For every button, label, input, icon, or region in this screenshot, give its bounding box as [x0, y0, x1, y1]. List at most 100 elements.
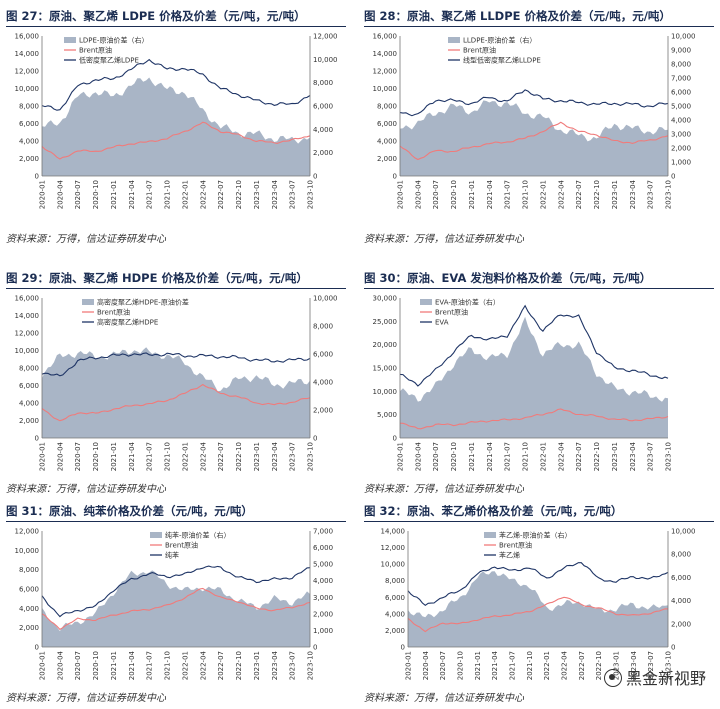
chart-styrene: 0 2,000 4,000 6,000 8,000 10,000 12,000 14,000 0…: [381, 528, 696, 681]
x-tick-label: 2022-01: [539, 180, 547, 209]
y-left-tick-label: 8,000: [385, 577, 405, 585]
y-left-tick-label: 2,000: [19, 417, 39, 425]
series-line-brent: [399, 408, 669, 430]
legend-label: LLDPE-原油价差（右）: [463, 36, 536, 45]
x-tick-label: 2022-01: [539, 442, 547, 471]
x-tick-label: 2020-04: [414, 441, 422, 471]
legend-label: 苯乙烯-原油价差（右）: [499, 531, 572, 540]
x-tick-label: 2021-07: [504, 442, 512, 471]
x-tick-label: 2022-10: [593, 442, 601, 471]
y-right-tick-label: 5,000: [671, 103, 691, 111]
y-right-tick-label: 6,000: [671, 574, 691, 582]
legend-label: 纯苯-原油价差（右）: [165, 531, 231, 540]
chart-eva: 0 5,000 10,000 15,000 20,000 25,000 30,000 2020…: [373, 295, 673, 472]
series-line-product: [41, 58, 311, 111]
y-left-tick-label: 8,000: [19, 566, 39, 574]
x-tick-label: 2023-10: [665, 442, 673, 471]
x-tick-label: 2022-04: [557, 179, 565, 209]
legend-label: 纯苯: [165, 551, 179, 560]
legend-swatch-area: [420, 299, 432, 305]
y-left-tick-label: 2,000: [19, 624, 39, 632]
x-tick-label: 2020-07: [439, 651, 447, 680]
y-left-tick-label: 0: [35, 435, 39, 443]
y-left-tick-label: 5,000: [377, 411, 397, 419]
x-tick-label: 2021-01: [468, 180, 476, 209]
y-right-tick-label: 6,000: [313, 544, 333, 552]
panel-title: 图 30：原油、EVA 发泡料价格及价差（元/吨，元/吨）: [364, 271, 652, 285]
series-line-product: [41, 352, 311, 377]
source-note: 资料来源：万得，信达证券研发中心: [364, 484, 524, 495]
x-tick-label: 2023-01: [613, 651, 621, 680]
panel-title: 图 29：原油、聚乙烯 HDPE 价格及价差（元/吨，元/吨）: [6, 271, 308, 285]
x-tick-label: 2022-04: [561, 650, 569, 680]
title-rule: [364, 288, 714, 289]
series-line-product: [407, 562, 669, 606]
y-right-tick-label: 6,000: [313, 351, 333, 359]
x-tick-label: 2023-01: [611, 180, 619, 209]
y-right-tick-label: 4,000: [313, 577, 333, 585]
legend-label: Brent原油: [499, 541, 532, 550]
x-tick-label: 2020-10: [450, 442, 458, 471]
x-tick-label: 2021-04: [128, 650, 136, 680]
y-left-tick-label: 6,000: [19, 586, 39, 594]
x-tick-label: 2021-01: [110, 651, 118, 680]
legend-swatch-area: [82, 299, 94, 305]
y-right-tick-label: 6,000: [313, 103, 333, 111]
x-tick-label: 2023-04: [629, 179, 637, 209]
y-left-tick-label: 8,000: [19, 103, 39, 111]
x-tick-label: 2021-04: [128, 441, 136, 471]
legend-label: Brent原油: [463, 46, 496, 55]
y-left-tick-label: 16,000: [15, 33, 40, 41]
wechat-icon: [603, 669, 622, 687]
y-right-tick-label: 4,000: [671, 597, 691, 605]
chart-ldpe: 0 2,000 4,000 6,000 8,000 10,000 12,000 14,000 1…: [15, 33, 338, 210]
x-tick-label: 2022-10: [595, 651, 603, 680]
y-left-tick-label: 8,000: [19, 365, 39, 373]
legend-label: 线型低密度聚乙烯LLDPE: [463, 56, 541, 65]
panel-title: 图 32：原油、苯乙烯价格及价差（元/吨，元/吨）: [364, 504, 623, 518]
series-area-spread: [42, 570, 310, 647]
x-tick-label: 2023-07: [289, 442, 297, 471]
x-tick-label: 2023-04: [629, 441, 637, 471]
y-right-tick-label: 7,000: [671, 75, 691, 83]
x-tick-label: 2023-01: [611, 442, 619, 471]
title-rule: [6, 26, 346, 27]
legend-label: Brent原油: [435, 308, 468, 317]
series-line-product: [399, 89, 669, 117]
y-left-tick-label: 10,000: [15, 85, 40, 93]
y-left-tick-label: 0: [35, 644, 39, 652]
legend-swatch-area: [150, 532, 162, 538]
x-tick-label: 2020-07: [74, 180, 82, 209]
x-tick-label: 2021-07: [504, 180, 512, 209]
x-tick-label: 2021-10: [522, 442, 530, 471]
series-area-spread: [42, 77, 310, 176]
y-right-tick-label: 4,000: [313, 126, 333, 134]
x-tick-label: 2022-04: [199, 650, 207, 680]
y-left-tick-label: 12,000: [15, 330, 40, 338]
x-tick-label: 2021-07: [146, 180, 154, 209]
legend-label: 苯乙烯: [499, 551, 520, 560]
x-tick-label: 2021-07: [146, 651, 154, 680]
y-right-tick-label: 8,000: [313, 79, 333, 87]
y-left-tick-label: 25,000: [373, 318, 398, 326]
legend-swatch-area: [64, 37, 76, 43]
legend-label: Brent原油: [97, 308, 130, 317]
x-tick-label: 2020-10: [457, 651, 465, 680]
x-tick-label: 2023-10: [307, 651, 315, 680]
series-line-brent: [41, 121, 311, 160]
y-left-tick-label: 14,000: [381, 528, 406, 536]
series-area-spread: [400, 316, 668, 438]
source-note: 资料来源：万得，信达证券研发中心: [6, 693, 166, 704]
x-tick-label: 2020-07: [432, 442, 440, 471]
chart-lldpe: 0 2,000 4,000 6,000 8,000 10,000 12,000 14,000 1…: [373, 33, 696, 210]
x-tick-label: 2020-10: [92, 180, 100, 209]
y-right-tick-label: 10,000: [671, 33, 696, 41]
y-left-tick-label: 6,000: [385, 594, 405, 602]
x-tick-label: 2020-01: [39, 651, 47, 680]
title-rule: [364, 521, 714, 522]
y-left-tick-label: 0: [35, 173, 39, 181]
watermark-text: 黑金新视野: [625, 669, 706, 688]
x-tick-label: 2020-04: [414, 179, 422, 209]
source-note: 资料来源：万得，信达证券研发中心: [6, 484, 166, 495]
legend-label: EVA: [435, 319, 449, 327]
